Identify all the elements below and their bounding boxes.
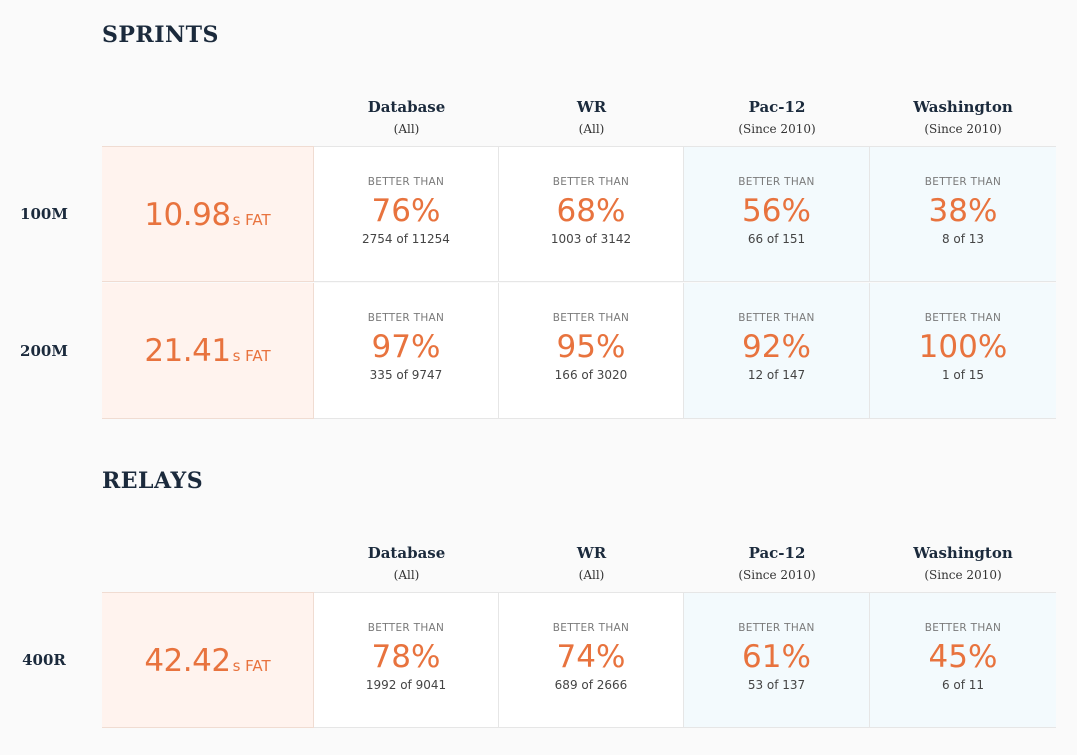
percentile-value: 97% bbox=[371, 329, 441, 365]
time-cell: 42.42 s FAT bbox=[102, 592, 314, 728]
event-label: 200M bbox=[20, 342, 68, 360]
column-name: Database bbox=[367, 98, 446, 116]
better-than-label: BETTER THAN bbox=[552, 312, 630, 324]
rank-count: 12 of 147 bbox=[747, 368, 806, 382]
better-than-label: BETTER THAN bbox=[552, 176, 630, 188]
percentile-value: 68% bbox=[556, 193, 626, 229]
percentile-cell-wr: BETTER THAN 95% 166 of 3020 bbox=[499, 283, 684, 419]
percentile-cell-database: BETTER THAN 97% 335 of 9747 bbox=[314, 283, 499, 419]
column-header-pac12: Pac-12 (Since 2010) bbox=[684, 543, 870, 585]
rank-count: 53 of 137 bbox=[747, 678, 806, 692]
percentile-value: 95% bbox=[556, 329, 626, 365]
column-header-pac12: Pac-12 (Since 2010) bbox=[684, 97, 870, 139]
column-header-washington: Washington (Since 2010) bbox=[870, 543, 1056, 585]
table-row: 200M 21.41 s FAT BETTER THAN 97% 335 of … bbox=[0, 283, 1077, 419]
column-scope: (All) bbox=[578, 568, 605, 582]
percentile-value: 45% bbox=[928, 639, 998, 675]
percentile-cell-wr: BETTER THAN 74% 689 of 2666 bbox=[499, 592, 684, 728]
time-cell: 10.98 s FAT bbox=[102, 146, 314, 282]
percentile-value: 100% bbox=[918, 329, 1008, 365]
percentile-value: 92% bbox=[742, 329, 811, 365]
time-value: 21.41 bbox=[144, 333, 231, 369]
percentile-cell-washington: BETTER THAN 38% 8 of 13 bbox=[870, 146, 1056, 282]
time-cell: 21.41 s FAT bbox=[102, 283, 314, 419]
column-scope: (Since 2010) bbox=[738, 568, 816, 582]
column-header-row: Database (All) WR (All) Pac-12 (Since 20… bbox=[0, 97, 1077, 147]
better-than-label: BETTER THAN bbox=[738, 622, 815, 634]
percentile-cell-washington: BETTER THAN 45% 6 of 11 bbox=[870, 592, 1056, 728]
rank-count: 2754 of 11254 bbox=[362, 232, 450, 246]
percentile-value: 56% bbox=[742, 193, 811, 229]
column-header-row: Database (All) WR (All) Pac-12 (Since 20… bbox=[0, 543, 1077, 593]
event-label: 400R bbox=[22, 651, 66, 669]
column-scope: (All) bbox=[578, 122, 605, 136]
column-header-washington: Washington (Since 2010) bbox=[870, 97, 1056, 139]
column-scope: (All) bbox=[393, 568, 420, 582]
time-unit: s FAT bbox=[232, 211, 271, 229]
column-name: Pac-12 bbox=[748, 544, 806, 562]
percentile-cell-pac12: BETTER THAN 92% 12 of 147 bbox=[684, 283, 870, 419]
rank-count: 1 of 15 bbox=[941, 368, 985, 382]
percentile-value: 38% bbox=[928, 193, 998, 229]
rank-count: 8 of 13 bbox=[941, 232, 985, 246]
better-than-label: BETTER THAN bbox=[367, 176, 445, 188]
section-title-sprints: SPRINTS bbox=[102, 22, 219, 48]
column-scope: (Since 2010) bbox=[924, 568, 1002, 582]
column-name: Pac-12 bbox=[748, 98, 806, 116]
better-than-label: BETTER THAN bbox=[367, 622, 445, 634]
rank-count: 1992 of 9041 bbox=[365, 678, 447, 692]
percentile-cell-database: BETTER THAN 76% 2754 of 11254 bbox=[314, 146, 499, 282]
rank-count: 689 of 2666 bbox=[554, 678, 628, 692]
percentile-value: 61% bbox=[742, 639, 811, 675]
rank-count: 166 of 3020 bbox=[554, 368, 628, 382]
percentile-cell-wr: BETTER THAN 68% 1003 of 3142 bbox=[499, 146, 684, 282]
rank-count: 1003 of 3142 bbox=[550, 232, 632, 246]
time-unit: s FAT bbox=[232, 657, 271, 675]
table-row: 100M 10.98 s FAT BETTER THAN 76% 2754 of… bbox=[0, 146, 1077, 282]
column-name: WR bbox=[576, 98, 607, 116]
column-name: WR bbox=[576, 544, 607, 562]
time-unit: s FAT bbox=[232, 347, 271, 365]
column-scope: (Since 2010) bbox=[738, 122, 816, 136]
rank-count: 335 of 9747 bbox=[369, 368, 443, 382]
percentile-cell-washington: BETTER THAN 100% 1 of 15 bbox=[870, 283, 1056, 419]
better-than-label: BETTER THAN bbox=[924, 176, 1002, 188]
better-than-label: BETTER THAN bbox=[738, 312, 815, 324]
better-than-label: BETTER THAN bbox=[367, 312, 445, 324]
event-label: 100M bbox=[20, 205, 68, 223]
better-than-label: BETTER THAN bbox=[924, 622, 1002, 634]
column-name: Washington bbox=[913, 544, 1013, 562]
rank-count: 66 of 151 bbox=[747, 232, 806, 246]
table-row: 400R 42.42 s FAT BETTER THAN 78% 1992 of… bbox=[0, 592, 1077, 728]
section-title-relays: RELAYS bbox=[102, 468, 204, 494]
column-header-database: Database (All) bbox=[314, 543, 499, 585]
time-value: 10.98 bbox=[144, 197, 231, 233]
column-header-database: Database (All) bbox=[314, 97, 499, 139]
percentile-value: 76% bbox=[371, 193, 441, 229]
better-than-label: BETTER THAN bbox=[738, 176, 815, 188]
percentile-value: 74% bbox=[556, 639, 626, 675]
better-than-label: BETTER THAN bbox=[924, 312, 1002, 324]
percentile-value: 78% bbox=[371, 639, 441, 675]
column-name: Washington bbox=[913, 98, 1013, 116]
column-scope: (All) bbox=[393, 122, 420, 136]
percentile-cell-pac12: BETTER THAN 61% 53 of 137 bbox=[684, 592, 870, 728]
column-name: Database bbox=[367, 544, 446, 562]
time-value: 42.42 bbox=[144, 643, 231, 679]
better-than-label: BETTER THAN bbox=[552, 622, 630, 634]
percentile-cell-pac12: BETTER THAN 56% 66 of 151 bbox=[684, 146, 870, 282]
rank-count: 6 of 11 bbox=[941, 678, 985, 692]
column-header-wr: WR (All) bbox=[499, 97, 684, 139]
column-header-wr: WR (All) bbox=[499, 543, 684, 585]
percentile-cell-database: BETTER THAN 78% 1992 of 9041 bbox=[314, 592, 499, 728]
column-scope: (Since 2010) bbox=[924, 122, 1002, 136]
